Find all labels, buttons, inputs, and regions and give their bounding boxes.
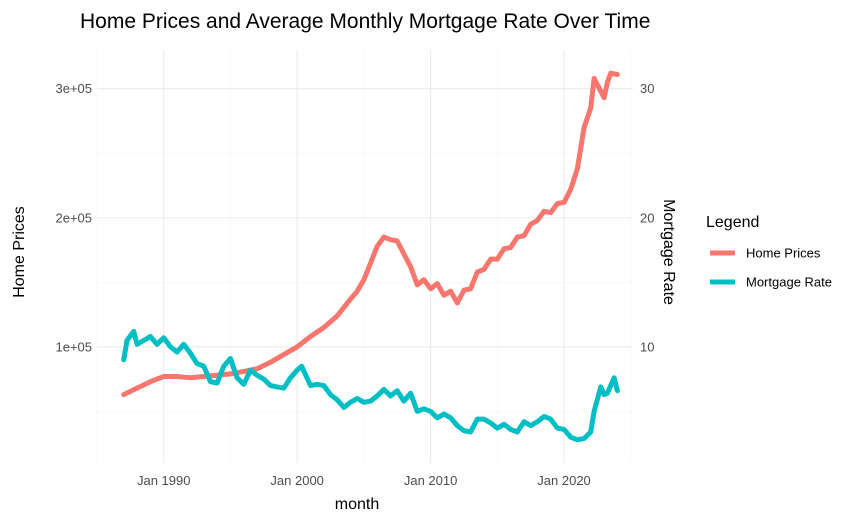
- legend-label-mortgage-rate: Mortgage Rate: [746, 275, 832, 290]
- y-axis-title: Home Prices: [11, 206, 28, 298]
- series-lines: [121, 70, 620, 443]
- grid-lines: [96, 50, 633, 463]
- x-tick-label: Jan 2010: [404, 473, 458, 488]
- legend-label-home-prices: Home Prices: [746, 246, 821, 261]
- x-axis-title: month: [335, 496, 379, 513]
- y2-axis-title: Mortgage Rate: [660, 199, 677, 305]
- x-tick-label: Jan 2000: [270, 473, 324, 488]
- series-line-mortgage-rate: [121, 328, 620, 443]
- y2-tick-label: 20: [640, 210, 654, 225]
- y2-tick-label: 30: [640, 81, 654, 96]
- x-tick-label: Jan 1990: [137, 473, 191, 488]
- y-tick-label: 1e+05: [55, 339, 92, 354]
- y-tick-label: 3e+05: [55, 81, 92, 96]
- legend-item-home-prices: Home Prices: [710, 246, 821, 261]
- legend-title: Legend: [706, 214, 759, 231]
- y2-tick-label: 10: [640, 339, 654, 354]
- series-line-home-prices: [121, 70, 620, 398]
- y-tick-label: 2e+05: [55, 210, 92, 225]
- legend-item-mortgage-rate: Mortgage Rate: [710, 275, 832, 290]
- chart-title: Home Prices and Average Monthly Mortgage…: [80, 10, 650, 33]
- legend: Legend Home Prices Mortgage Rate: [706, 214, 832, 290]
- axes: Jan 1990 Jan 2000 Jan 2010 Jan 2020 1e+05 2e+…: [55, 81, 654, 488]
- x-tick-label: Jan 2020: [537, 473, 591, 488]
